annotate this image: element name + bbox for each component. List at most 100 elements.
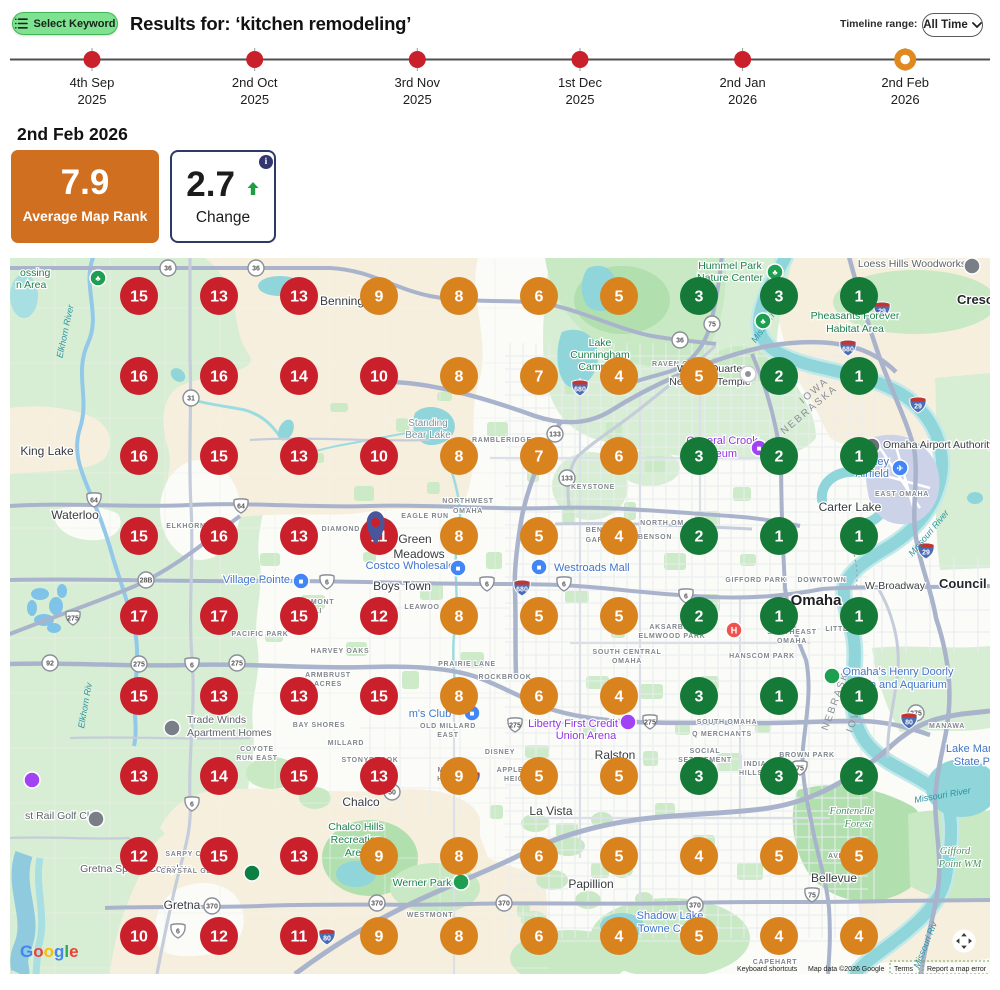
svg-text:1: 1: [775, 609, 784, 626]
svg-text:BENSO: BENSO: [586, 527, 614, 534]
svg-text:1: 1: [855, 369, 864, 386]
svg-text:PRAIRIE LANE: PRAIRIE LANE: [438, 661, 496, 668]
svg-text:12: 12: [370, 609, 388, 626]
svg-text:680: 680: [516, 586, 528, 593]
svg-text:28B: 28B: [140, 578, 153, 585]
svg-text:29: 29: [922, 549, 930, 556]
svg-text:■: ■: [299, 577, 304, 586]
svg-text:Village Pointe: Village Pointe: [223, 574, 290, 586]
svg-text:8: 8: [455, 609, 464, 626]
svg-text:6: 6: [190, 802, 194, 809]
svg-text:15: 15: [290, 769, 308, 786]
svg-text:8: 8: [455, 289, 464, 306]
svg-text:EAST OMAHA: EAST OMAHA: [875, 491, 929, 498]
svg-text:Gifford: Gifford: [940, 846, 971, 857]
svg-text:5: 5: [775, 849, 784, 866]
svg-text:ELKHORN: ELKHORN: [166, 523, 206, 530]
svg-text:MANAWA: MANAWA: [929, 723, 965, 730]
svg-text:SARPY CE: SARPY CE: [165, 851, 206, 858]
svg-text:Benning: Benning: [320, 294, 364, 308]
svg-text:SOUTH CENTRAL: SOUTH CENTRAL: [593, 649, 662, 656]
svg-text:BAY SHORES: BAY SHORES: [293, 722, 346, 729]
svg-text:HARVEY OAKS: HARVEY OAKS: [311, 648, 370, 655]
svg-text:Habitat Area: Habitat Area: [826, 323, 884, 335]
svg-text:Forest: Forest: [843, 819, 872, 830]
svg-text:✈: ✈: [897, 464, 904, 473]
svg-text:ROCKBROOK: ROCKBROOK: [479, 674, 532, 681]
svg-text:AKSARBEN: AKSARBEN: [649, 624, 694, 631]
svg-text:OMAHA: OMAHA: [777, 638, 807, 645]
svg-text:9: 9: [375, 929, 384, 946]
svg-text:15: 15: [290, 609, 308, 626]
svg-text:SOUTHEAST: SOUTHEAST: [767, 629, 816, 636]
svg-text:KEYSTONE: KEYSTONE: [571, 484, 615, 491]
svg-text:Trade Winds: Trade Winds: [187, 714, 246, 726]
svg-text:Terms: Terms: [894, 966, 914, 973]
svg-text:1: 1: [775, 689, 784, 706]
svg-text:Keyboard shortcuts: Keyboard shortcuts: [737, 966, 798, 973]
svg-text:75: 75: [708, 322, 716, 329]
svg-text:2: 2: [695, 529, 704, 546]
svg-text:MILLARD: MILLARD: [328, 740, 364, 747]
svg-text:29: 29: [878, 308, 886, 315]
svg-text:Werner Park: Werner Park: [393, 877, 452, 889]
svg-text:3: 3: [775, 289, 784, 306]
svg-text:Council Blu: Council Blu: [939, 576, 990, 591]
svg-text:4: 4: [615, 369, 624, 386]
svg-text:15: 15: [130, 529, 148, 546]
svg-text:EAST: EAST: [437, 732, 458, 739]
svg-text:13: 13: [290, 689, 308, 706]
svg-text:16: 16: [130, 449, 148, 466]
svg-text:COYOTE: COYOTE: [240, 746, 274, 753]
svg-text:1: 1: [855, 289, 864, 306]
svg-text:Chalco Hills: Chalco Hills: [328, 821, 383, 833]
svg-text:680: 680: [574, 386, 586, 393]
svg-text:GARDE: GARDE: [586, 537, 615, 544]
svg-text:Bellevue: Bellevue: [811, 871, 857, 885]
svg-text:9: 9: [455, 769, 464, 786]
svg-text:GIFFORD PARK: GIFFORD PARK: [725, 577, 786, 584]
svg-text:ELMWOOD PARK: ELMWOOD PARK: [639, 633, 706, 640]
svg-text:Apartment Homes: Apartment Homes: [187, 727, 272, 739]
svg-text:6: 6: [535, 689, 544, 706]
svg-text:275: 275: [67, 616, 79, 623]
svg-text:4: 4: [775, 929, 784, 946]
svg-text:8: 8: [455, 929, 464, 946]
svg-text:36: 36: [676, 338, 684, 345]
svg-text:Loess Hills Woodworks: Loess Hills Woodworks: [858, 258, 966, 270]
svg-text:3: 3: [695, 689, 704, 706]
svg-text:31: 31: [187, 396, 195, 403]
svg-text:INDIAN: INDIAN: [744, 761, 772, 768]
svg-text:10: 10: [370, 369, 388, 386]
svg-text:12: 12: [210, 929, 228, 946]
svg-text:AVE: AVE: [828, 853, 844, 860]
svg-text:14: 14: [210, 769, 228, 786]
svg-text:Omaha's Henry Doorly: Omaha's Henry Doorly: [843, 666, 954, 678]
svg-text:st Rail Golf Club: st Rail Golf Club: [25, 810, 101, 822]
svg-text:5: 5: [615, 289, 624, 306]
svg-text:DISNEY: DISNEY: [485, 749, 515, 756]
svg-text:13: 13: [210, 689, 228, 706]
svg-text:4: 4: [695, 849, 704, 866]
svg-text:6: 6: [535, 929, 544, 946]
svg-text:6: 6: [176, 929, 180, 936]
svg-text:17: 17: [130, 609, 148, 626]
svg-text:m's Club: m's Club: [409, 708, 451, 720]
svg-text:RAVEN OA: RAVEN OA: [652, 361, 694, 368]
svg-text:Bear Lake: Bear Lake: [405, 430, 451, 441]
svg-text:370: 370: [206, 904, 218, 911]
svg-text:6: 6: [562, 582, 566, 589]
svg-text:15: 15: [130, 689, 148, 706]
svg-text:16: 16: [130, 369, 148, 386]
svg-text:13: 13: [370, 769, 388, 786]
svg-text:275: 275: [133, 662, 145, 669]
svg-text:7: 7: [535, 449, 544, 466]
svg-text:13: 13: [290, 449, 308, 466]
svg-text:11: 11: [291, 929, 308, 946]
svg-text:5: 5: [615, 769, 624, 786]
svg-text:80: 80: [905, 719, 913, 726]
svg-text:6: 6: [325, 580, 329, 587]
svg-text:ARMBRUST: ARMBRUST: [305, 672, 351, 679]
svg-text:OMAHA: OMAHA: [612, 658, 642, 665]
svg-text:15: 15: [210, 849, 228, 866]
